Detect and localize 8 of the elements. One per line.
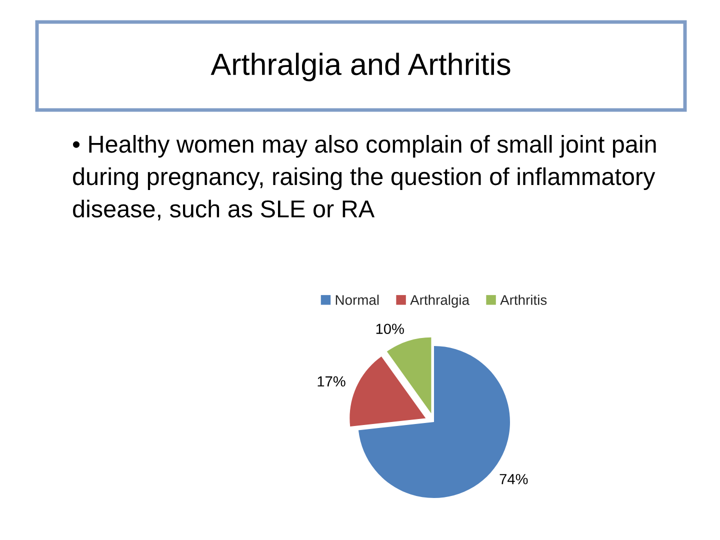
chart-title: Arthralgia and Arthritis (210, 52, 510, 82)
legend-label: Arthritis (500, 294, 547, 305)
legend-label: Normal (336, 294, 379, 305)
chart-subtitle: • Healthy women may also complain of small joint pain during pregnancy, raising the question of inflammatory disease, such as SLE or RA (72, 135, 656, 220)
data-label: 10% (376, 324, 404, 334)
legend-label: Arthralgia (410, 294, 470, 308)
data-label: 74% (500, 474, 528, 484)
data-label: 17% (318, 376, 346, 387)
